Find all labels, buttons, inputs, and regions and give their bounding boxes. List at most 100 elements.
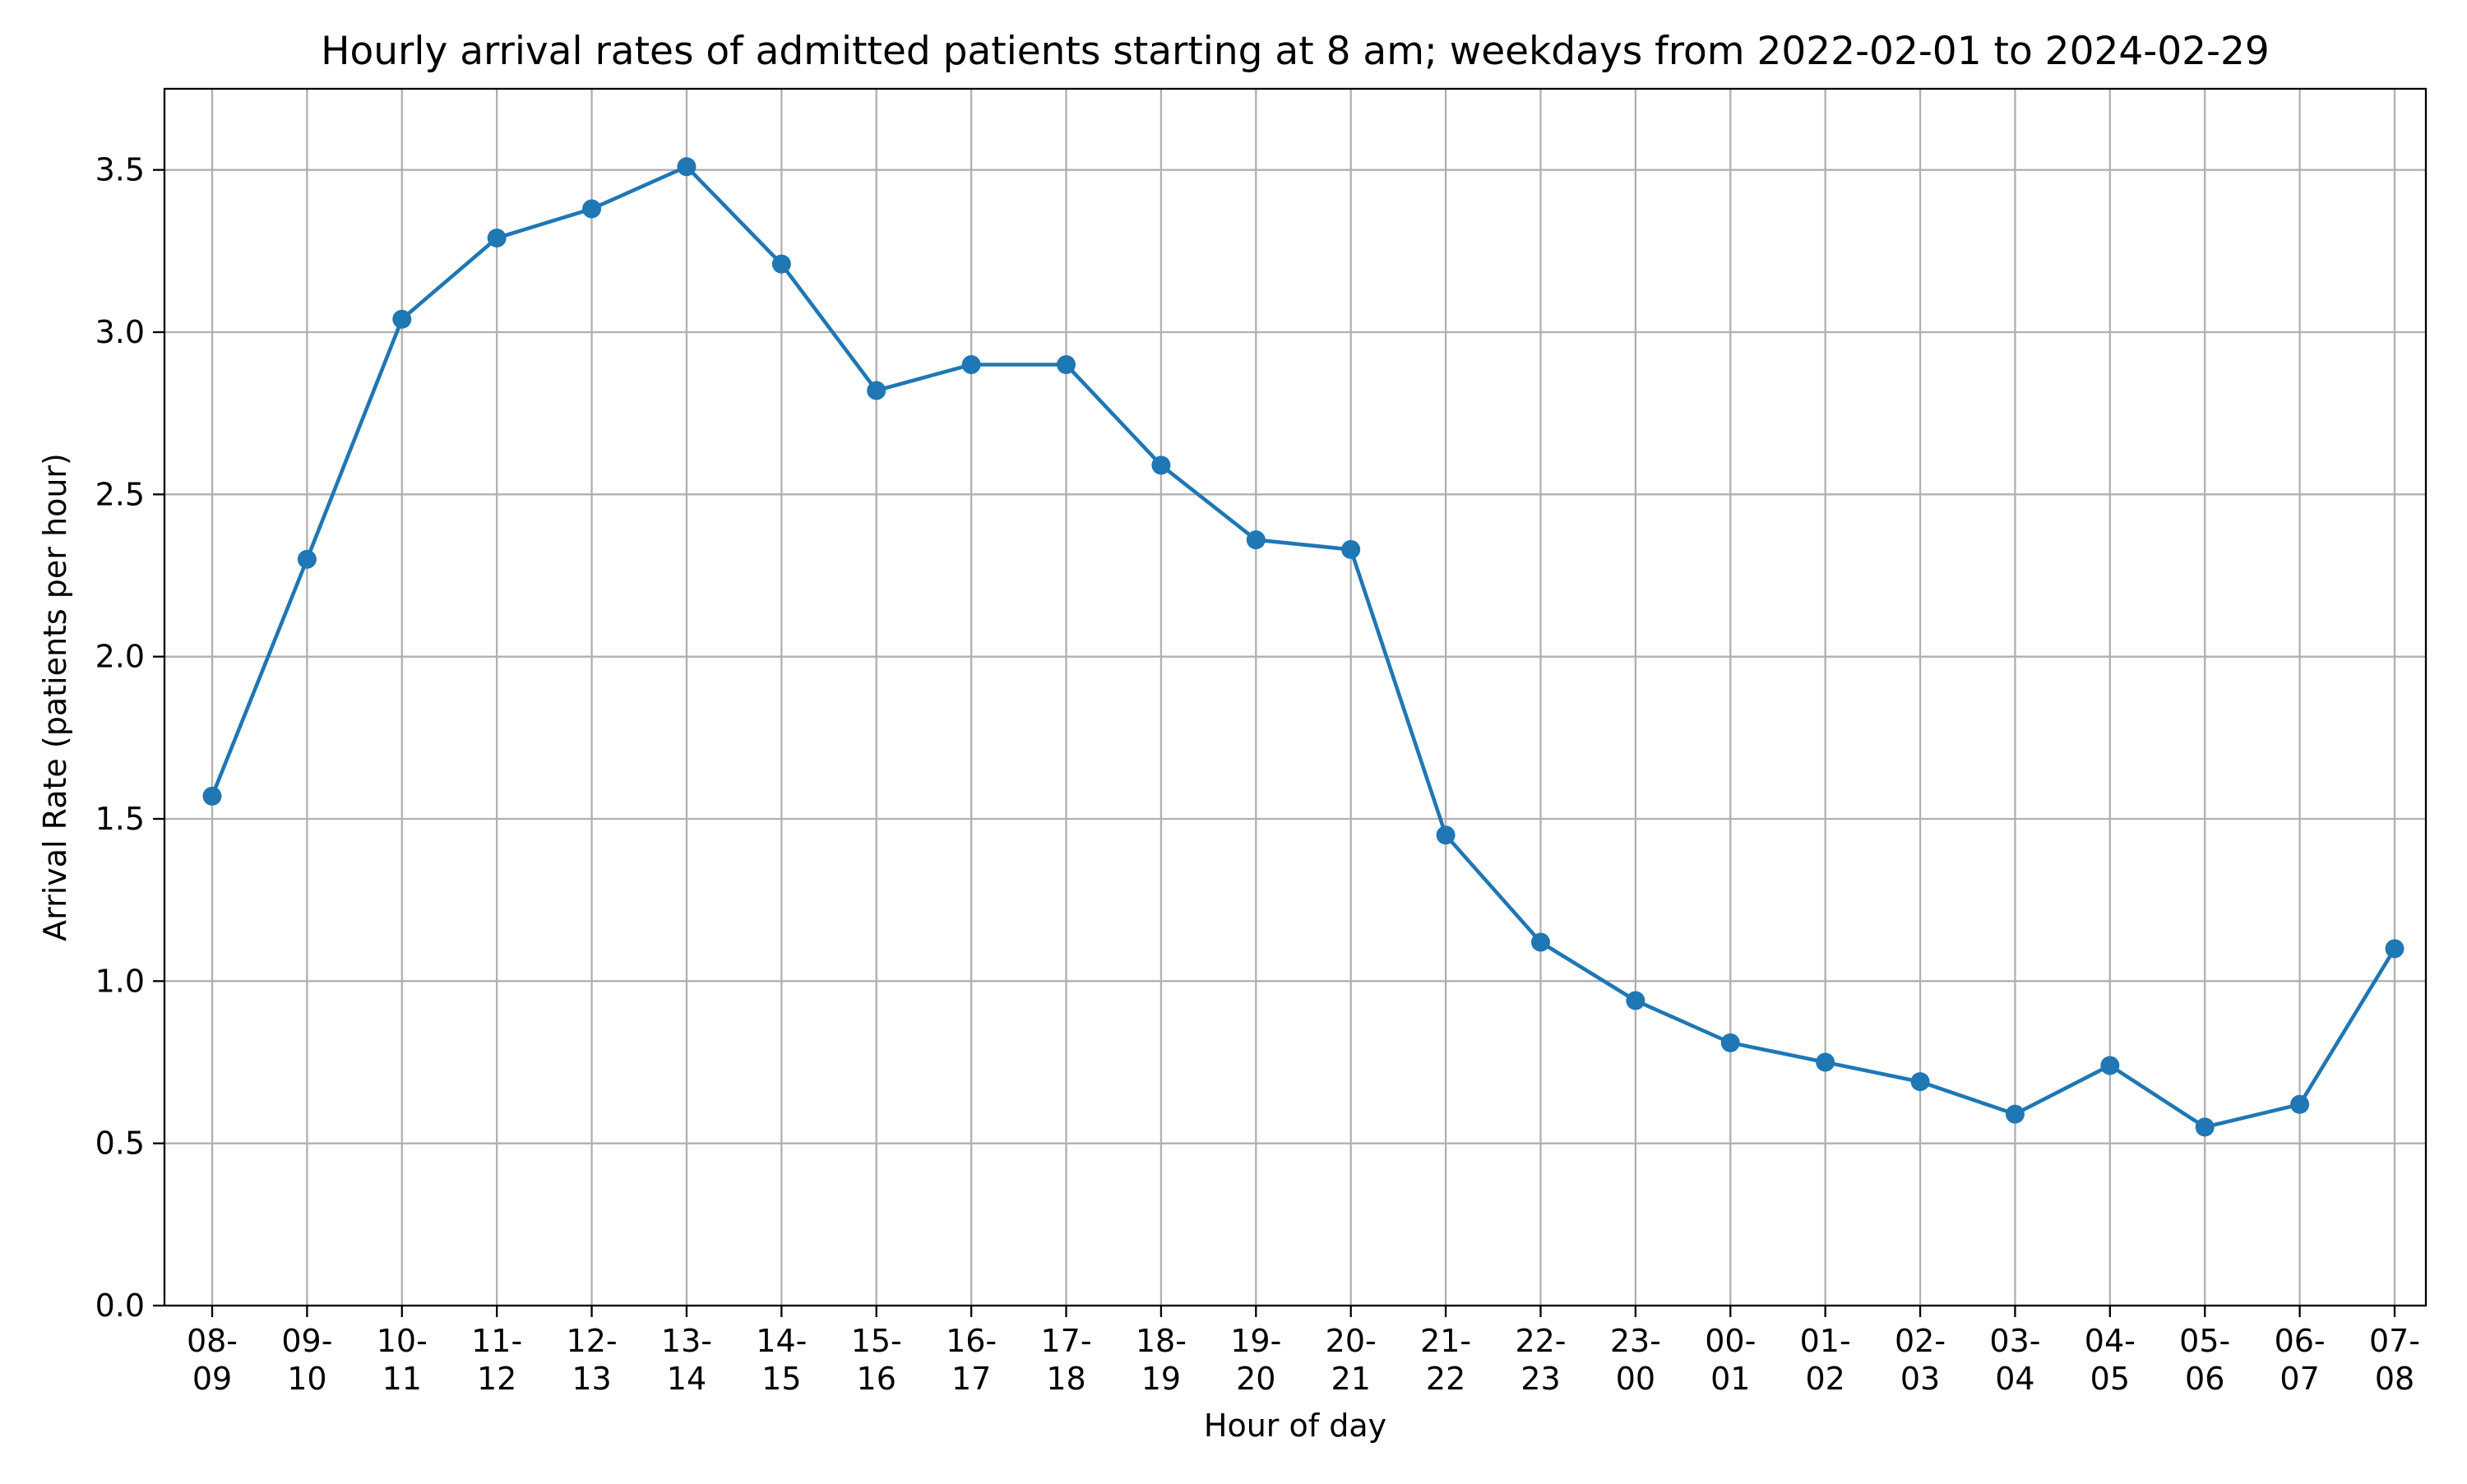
y-tick-label: 2.0	[95, 639, 145, 675]
x-tick-label-line: 06	[2185, 1361, 2224, 1397]
x-tick-label-line: 05-	[2179, 1323, 2230, 1359]
x-tick-label: 00-01	[1705, 1323, 1756, 1397]
data-point	[2290, 1094, 2310, 1114]
data-point	[1057, 354, 1076, 374]
x-tick-label: 11-12	[471, 1323, 522, 1397]
y-tick-label: 2.5	[95, 476, 145, 512]
x-tick-label-line: 01-	[1800, 1323, 1851, 1359]
x-tick-label: 17-18	[1040, 1323, 1091, 1397]
x-tick-label-line: 19	[1141, 1361, 1181, 1397]
chart-title: Hourly arrival rates of admitted patient…	[321, 29, 2270, 74]
data-point	[1151, 455, 1171, 475]
x-tick-label-line: 01	[1710, 1361, 1750, 1397]
x-axis-label: Hour of day	[1204, 1408, 1386, 1444]
y-tick-label: 1.0	[95, 963, 145, 999]
x-tick-label: 21-22	[1420, 1323, 1471, 1397]
x-tick-label-line: 21	[1331, 1361, 1371, 1397]
data-point	[677, 157, 697, 177]
data-point	[1720, 1033, 1740, 1052]
x-tick-label-line: 10-	[377, 1323, 428, 1359]
x-tick-label-line: 17-	[1040, 1323, 1091, 1359]
y-axis: 0.0 0.5 1.0 1.5 2.0 2.5 3.0 3.5	[95, 152, 164, 1324]
x-tick-label: 23-00	[1610, 1323, 1661, 1397]
series-layer	[202, 157, 2405, 1137]
data-point	[2005, 1104, 2025, 1124]
x-tick-label-line: 15-	[851, 1323, 902, 1359]
x-tick-label-line: 13	[572, 1361, 611, 1397]
x-tick-label: 09-10	[281, 1323, 332, 1397]
x-tick-label: 20-21	[1326, 1323, 1377, 1397]
x-tick-label: 22-23	[1515, 1323, 1566, 1397]
x-tick-label-line: 22-	[1515, 1323, 1566, 1359]
x-tick-label-line: 07-	[2369, 1323, 2420, 1359]
data-point	[1436, 825, 1456, 845]
x-tick-label-line: 19-	[1230, 1323, 1281, 1359]
y-axis-label: Arrival Rate (patients per hour)	[37, 453, 73, 941]
x-tick-label: 12-13	[567, 1323, 618, 1397]
data-point	[392, 309, 412, 329]
data-point	[771, 254, 791, 274]
x-tick-label: 18-19	[1136, 1323, 1187, 1397]
x-tick-label-line: 23	[1520, 1361, 1560, 1397]
x-tick-label: 05-06	[2179, 1323, 2230, 1397]
x-tick-label-line: 16-	[946, 1323, 997, 1359]
x-tick-label-line: 02	[1805, 1361, 1844, 1397]
x-tick-label-line: 00	[1616, 1361, 1655, 1397]
x-tick-label-line: 03	[1900, 1361, 1940, 1397]
x-tick-label: 04-05	[2085, 1323, 2136, 1397]
x-tick-label-line: 12-	[567, 1323, 618, 1359]
data-point	[1530, 932, 1550, 952]
x-tick-label-line: 11	[382, 1361, 422, 1397]
x-tick-label: 13-14	[661, 1323, 712, 1397]
x-tick-label: 16-17	[946, 1323, 997, 1397]
x-tick-label-line: 02-	[1895, 1323, 1946, 1359]
x-tick-label-line: 18-	[1136, 1323, 1187, 1359]
data-point	[1246, 530, 1266, 550]
x-tick-label: 03-04	[1989, 1323, 2040, 1397]
data-point	[202, 786, 222, 806]
x-tick-label-line: 22	[1426, 1361, 1465, 1397]
x-tick-label: 07-08	[2369, 1323, 2420, 1397]
data-point	[961, 354, 981, 374]
x-tick-label-line: 20	[1236, 1361, 1275, 1397]
x-tick-label: 08-09	[187, 1323, 238, 1397]
data-point	[487, 229, 507, 248]
x-tick-label: 06-07	[2275, 1323, 2326, 1397]
x-tick-label-line: 15	[761, 1361, 801, 1397]
x-tick-label-line: 08	[2375, 1361, 2414, 1397]
x-tick-label: 15-16	[851, 1323, 902, 1397]
data-point	[2385, 939, 2405, 959]
x-tick-label-line: 23-	[1610, 1323, 1661, 1359]
x-tick-label-line: 06-	[2275, 1323, 2326, 1359]
data-point	[867, 381, 886, 400]
data-point	[1910, 1072, 1930, 1092]
x-axis: 08-0909-1010-1111-1212-1313-1414-1515-16…	[187, 1306, 2420, 1397]
x-tick-label-line: 17	[951, 1361, 991, 1397]
x-tick-label-line: 12	[477, 1361, 516, 1397]
x-tick-label-line: 16	[857, 1361, 896, 1397]
data-point	[1816, 1052, 1835, 1072]
y-tick-label: 0.0	[95, 1288, 145, 1324]
x-tick-label-line: 04	[1995, 1361, 2034, 1397]
x-tick-label-line: 08-	[187, 1323, 238, 1359]
x-tick-label-line: 20-	[1326, 1323, 1377, 1359]
x-tick-label-line: 09	[192, 1361, 232, 1397]
y-tick-label: 3.5	[95, 152, 145, 188]
x-tick-label-line: 11-	[471, 1323, 522, 1359]
x-tick-label: 19-20	[1230, 1323, 1281, 1397]
y-tick-label: 1.5	[95, 801, 145, 837]
x-tick-label-line: 03-	[1989, 1323, 2040, 1359]
x-tick-label: 14-15	[756, 1323, 807, 1397]
x-tick-label-line: 14	[667, 1361, 706, 1397]
data-point	[1626, 991, 1645, 1010]
plot-frame	[163, 87, 2428, 1307]
y-tick-label: 3.0	[95, 314, 145, 350]
x-tick-label: 01-02	[1800, 1323, 1851, 1397]
x-tick-label: 02-03	[1895, 1323, 1946, 1397]
x-tick-label-line: 05	[2090, 1361, 2130, 1397]
data-point	[582, 199, 602, 219]
x-tick-label-line: 04-	[2085, 1323, 2136, 1359]
